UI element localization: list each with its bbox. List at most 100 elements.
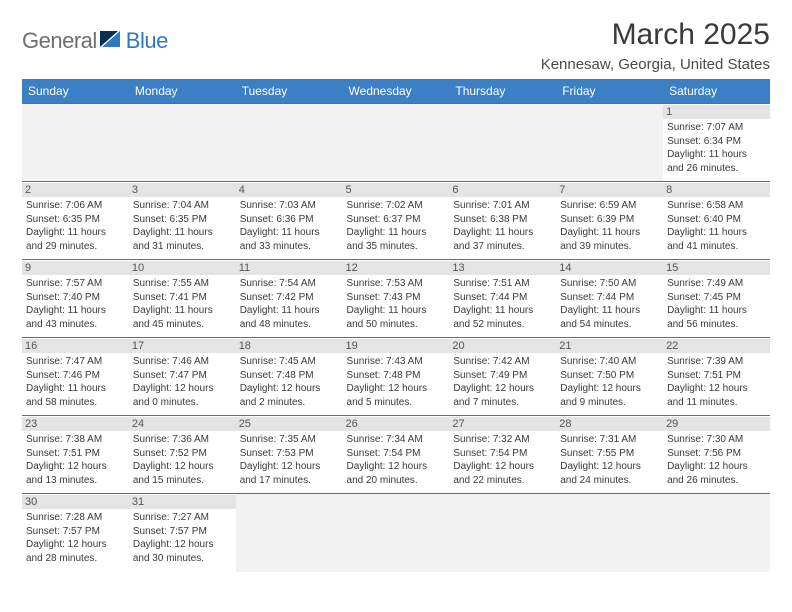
sunrise-line: Sunrise: 7:04 AM — [133, 199, 232, 213]
sunset-line: Sunset: 7:51 PM — [667, 369, 766, 383]
day-number: 8 — [663, 183, 770, 197]
day-number: 2 — [22, 183, 129, 197]
day-number: 27 — [449, 417, 556, 431]
day-details: Sunrise: 7:39 AMSunset: 7:51 PMDaylight:… — [667, 355, 766, 409]
sunrise-line: Sunrise: 7:57 AM — [26, 277, 125, 291]
daylight-line: Daylight: 12 hours and 22 minutes. — [453, 460, 552, 487]
day-number: 6 — [449, 183, 556, 197]
weekday-header: Monday — [129, 79, 236, 104]
weekday-header: Sunday — [22, 79, 129, 104]
day-number: 31 — [129, 495, 236, 509]
day-number: 18 — [236, 339, 343, 353]
sunset-line: Sunset: 7:50 PM — [560, 369, 659, 383]
day-details: Sunrise: 7:36 AMSunset: 7:52 PMDaylight:… — [133, 433, 232, 487]
calendar-blank-cell — [343, 104, 450, 182]
sunrise-line: Sunrise: 7:34 AM — [347, 433, 446, 447]
day-details: Sunrise: 7:55 AMSunset: 7:41 PMDaylight:… — [133, 277, 232, 331]
weekday-header: Wednesday — [343, 79, 450, 104]
daylight-line: Daylight: 11 hours and 50 minutes. — [347, 304, 446, 331]
day-details: Sunrise: 7:28 AMSunset: 7:57 PMDaylight:… — [26, 511, 125, 565]
sunset-line: Sunset: 7:57 PM — [133, 525, 232, 539]
sunrise-line: Sunrise: 7:01 AM — [453, 199, 552, 213]
sunset-line: Sunset: 7:41 PM — [133, 291, 232, 305]
daylight-line: Daylight: 12 hours and 26 minutes. — [667, 460, 766, 487]
daylight-line: Daylight: 11 hours and 31 minutes. — [133, 226, 232, 253]
daylight-line: Daylight: 12 hours and 24 minutes. — [560, 460, 659, 487]
daylight-line: Daylight: 12 hours and 15 minutes. — [133, 460, 232, 487]
sunset-line: Sunset: 7:56 PM — [667, 447, 766, 461]
day-details: Sunrise: 7:30 AMSunset: 7:56 PMDaylight:… — [667, 433, 766, 487]
calendar-blank-cell — [129, 104, 236, 182]
sunset-line: Sunset: 7:52 PM — [133, 447, 232, 461]
calendar-blank-cell — [236, 494, 343, 572]
sunset-line: Sunset: 7:51 PM — [26, 447, 125, 461]
sunrise-line: Sunrise: 7:35 AM — [240, 433, 339, 447]
calendar-day-cell: 4Sunrise: 7:03 AMSunset: 6:36 PMDaylight… — [236, 182, 343, 260]
calendar-week-row: 16Sunrise: 7:47 AMSunset: 7:46 PMDayligh… — [22, 338, 770, 416]
sunset-line: Sunset: 7:42 PM — [240, 291, 339, 305]
day-details: Sunrise: 7:57 AMSunset: 7:40 PMDaylight:… — [26, 277, 125, 331]
day-details: Sunrise: 7:40 AMSunset: 7:50 PMDaylight:… — [560, 355, 659, 409]
day-number: 14 — [556, 261, 663, 275]
calendar-day-cell: 14 Sunrise: 7:50 AMSunset: 7:44 PMDayligh… — [556, 260, 663, 338]
sunrise-line: Sunrise: 7:42 AM — [453, 355, 552, 369]
calendar-week-row: 9Sunrise: 7:57 AMSunset: 7:40 PMDaylight… — [22, 260, 770, 338]
weekday-header-row: SundayMondayTuesdayWednesdayThursdayFrid… — [22, 79, 770, 104]
calendar-body: 1Sunrise: 7:07 AMSunset: 6:34 PMDaylight… — [22, 104, 770, 572]
day-details: Sunrise: 7:49 AMSunset: 7:45 PMDaylight:… — [667, 277, 766, 331]
sunset-line: Sunset: 7:49 PM — [453, 369, 552, 383]
calendar-day-cell: 9 Sunrise: 7:57 AMSunset: 7:40 PMDaylight… — [22, 260, 129, 338]
day-number: 17 — [129, 339, 236, 353]
calendar-day-cell: 1Sunrise: 7:07 AMSunset: 6:34 PMDaylight… — [663, 104, 770, 182]
calendar-blank-cell — [22, 104, 129, 182]
daylight-line: Daylight: 12 hours and 20 minutes. — [347, 460, 446, 487]
day-details: Sunrise: 7:53 AMSunset: 7:43 PMDaylight:… — [347, 277, 446, 331]
sunset-line: Sunset: 7:48 PM — [347, 369, 446, 383]
day-number: 3 — [129, 183, 236, 197]
calendar-day-cell: 18Sunrise: 7:45 AMSunset: 7:48 PMDayligh… — [236, 338, 343, 416]
daylight-line: Daylight: 12 hours and 13 minutes. — [26, 460, 125, 487]
daylight-line: Daylight: 11 hours and 52 minutes. — [453, 304, 552, 331]
sunset-line: Sunset: 7:53 PM — [240, 447, 339, 461]
sunset-line: Sunset: 6:35 PM — [133, 213, 232, 227]
calendar-day-cell: 8 Sunrise: 6:58 AMSunset: 6:40 PMDaylight… — [663, 182, 770, 260]
day-number: 29 — [663, 417, 770, 431]
day-details: Sunrise: 7:38 AMSunset: 7:51 PMDaylight:… — [26, 433, 125, 487]
sunset-line: Sunset: 6:38 PM — [453, 213, 552, 227]
sunset-line: Sunset: 6:37 PM — [347, 213, 446, 227]
calendar-day-cell: 27Sunrise: 7:32 AMSunset: 7:54 PMDayligh… — [449, 416, 556, 494]
day-number: 26 — [343, 417, 450, 431]
day-number: 24 — [129, 417, 236, 431]
page-header: General Blue March 2025 Kennesaw, Georgi… — [22, 18, 770, 73]
sunrise-line: Sunrise: 7:07 AM — [667, 121, 766, 135]
weekday-header: Friday — [556, 79, 663, 104]
sunset-line: Sunset: 6:40 PM — [667, 213, 766, 227]
day-details: Sunrise: 7:50 AMSunset: 7:44 PMDaylight:… — [560, 277, 659, 331]
day-details: Sunrise: 6:58 AMSunset: 6:40 PMDaylight:… — [667, 199, 766, 253]
day-number: 20 — [449, 339, 556, 353]
calendar-day-cell: 11Sunrise: 7:54 AMSunset: 7:42 PMDayligh… — [236, 260, 343, 338]
calendar-day-cell: 26Sunrise: 7:34 AMSunset: 7:54 PMDayligh… — [343, 416, 450, 494]
day-number: 30 — [22, 495, 129, 509]
day-number: 9 — [22, 261, 129, 275]
calendar-blank-cell — [449, 494, 556, 572]
sunrise-line: Sunrise: 7:46 AM — [133, 355, 232, 369]
day-details: Sunrise: 7:54 AMSunset: 7:42 PMDaylight:… — [240, 277, 339, 331]
calendar-day-cell: 15Sunrise: 7:49 AMSunset: 7:45 PMDayligh… — [663, 260, 770, 338]
calendar-day-cell: 30 Sunrise: 7:28 AMSunset: 7:57 PMDayligh… — [22, 494, 129, 572]
sunrise-line: Sunrise: 7:28 AM — [26, 511, 125, 525]
sunset-line: Sunset: 7:40 PM — [26, 291, 125, 305]
calendar-day-cell: 3 Sunrise: 7:04 AMSunset: 6:35 PMDaylight… — [129, 182, 236, 260]
daylight-line: Daylight: 11 hours and 43 minutes. — [26, 304, 125, 331]
sunset-line: Sunset: 7:47 PM — [133, 369, 232, 383]
day-details: Sunrise: 7:03 AMSunset: 6:36 PMDaylight:… — [240, 199, 339, 253]
day-number: 22 — [663, 339, 770, 353]
calendar-day-cell: 23Sunrise: 7:38 AMSunset: 7:51 PMDayligh… — [22, 416, 129, 494]
sunrise-line: Sunrise: 6:58 AM — [667, 199, 766, 213]
sunset-line: Sunset: 6:39 PM — [560, 213, 659, 227]
day-number: 28 — [556, 417, 663, 431]
day-details: Sunrise: 7:35 AMSunset: 7:53 PMDaylight:… — [240, 433, 339, 487]
sunrise-line: Sunrise: 6:59 AM — [560, 199, 659, 213]
daylight-line: Daylight: 12 hours and 7 minutes. — [453, 382, 552, 409]
calendar-blank-cell — [343, 494, 450, 572]
